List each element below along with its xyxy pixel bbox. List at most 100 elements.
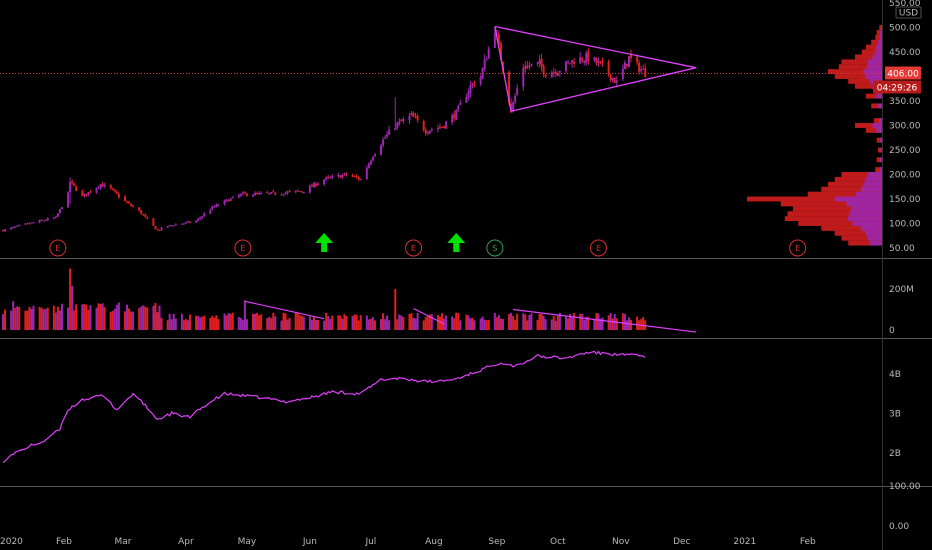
candle-body (351, 174, 354, 177)
y-axis[interactable]: 50.00 100.00 150.00 200.00 250.00 300.00 350.0… (889, 0, 922, 532)
volume-profile-bar (784, 216, 882, 222)
candle-body (32, 222, 35, 224)
volume-bar (270, 318, 273, 330)
volume-bar (542, 316, 545, 330)
earnings-marker-label: E (795, 244, 800, 253)
volume-bar (508, 313, 511, 330)
candle-body (231, 196, 234, 199)
countdown-tag (873, 80, 921, 94)
candle-body (323, 179, 326, 185)
volume-bar (367, 319, 370, 330)
triangle-upper-trendline[interactable] (494, 25, 697, 69)
candle-body (158, 230, 161, 232)
candle-body (60, 207, 63, 210)
volume-profile-bar-up (863, 69, 882, 75)
candle-body (174, 224, 177, 226)
volume-bar (581, 313, 584, 330)
candle-body (126, 201, 128, 203)
volume-trendline[interactable] (513, 308, 697, 333)
candle-body (542, 65, 545, 75)
volume-profile-bar (834, 74, 882, 79)
volume-trendline[interactable] (413, 307, 445, 325)
candle-body (241, 192, 244, 194)
candle-body (18, 225, 21, 227)
volume-bar (280, 320, 283, 330)
volume-bar (30, 308, 33, 330)
volume-bar (302, 316, 305, 330)
volume-bar (231, 312, 234, 330)
candle-body (172, 225, 175, 227)
currency-box[interactable] (895, 6, 922, 19)
earnings-marker (789, 239, 807, 257)
candle-body (453, 114, 456, 119)
currency-label[interactable]: USD (899, 9, 918, 19)
current-price-tag-text: 406.00 (887, 70, 919, 80)
volume-bar (483, 319, 486, 330)
volume-bar (481, 316, 484, 330)
x-tick-label: Jun (302, 537, 317, 547)
volume-bar (623, 313, 626, 330)
x-axis[interactable]: 2020 Feb Mar Apr May Jun Jul Aug Sep Oct Nov Dec 202… (0, 537, 816, 547)
candle-body (229, 198, 232, 201)
candle-body (530, 63, 533, 66)
volume-bar (229, 314, 232, 330)
candle-body (512, 102, 515, 112)
volume-bar (123, 311, 126, 330)
volume-profile-bar-up (867, 235, 882, 241)
candle-body (189, 221, 191, 223)
volume-profile-bar-up (880, 157, 882, 163)
volume-bar (593, 318, 596, 330)
volume-bar (97, 303, 100, 330)
volume-bar (156, 312, 159, 330)
volume-bar (329, 318, 332, 330)
volume-bar (117, 302, 120, 330)
candle-body (95, 187, 98, 193)
triangle-pattern[interactable] (494, 25, 697, 112)
volume-bar (471, 317, 474, 330)
volume-profile-bar (865, 44, 882, 50)
candle-body (46, 218, 49, 221)
candle-body (83, 193, 86, 197)
triangle-left-edge[interactable] (494, 26, 512, 112)
volume-trendlines[interactable] (244, 300, 697, 333)
volume-bar (227, 313, 230, 330)
volume-bar (260, 314, 263, 330)
candle-body (156, 228, 159, 231)
candle-body (111, 188, 114, 190)
volume-bar (103, 307, 106, 330)
volume-bar (215, 315, 218, 330)
volume-bar (569, 313, 572, 330)
candle-body (497, 33, 500, 45)
candle-body (386, 134, 389, 137)
candle-body (359, 179, 362, 181)
candle-body (201, 216, 204, 219)
candle-body (52, 217, 55, 219)
volume-profile-bar (855, 83, 882, 89)
volume-profile-bar-up (865, 176, 882, 182)
volume-bar (550, 319, 553, 330)
x-tick-label: Feb (56, 537, 72, 547)
candle-body (197, 218, 200, 221)
volume-bar (132, 311, 135, 330)
volume-profile-bar (865, 93, 882, 99)
candle-body (371, 157, 374, 161)
candle-body (382, 139, 385, 146)
x-tick-label: Jul (364, 537, 376, 547)
volume-profile-bar-up (880, 137, 882, 143)
candle-body (579, 57, 582, 64)
earnings-marker-label: E (55, 244, 60, 253)
candle-body (516, 88, 519, 95)
volume-bar (636, 316, 639, 330)
candle-body (613, 77, 616, 83)
candle-body (109, 184, 112, 189)
volume-bar (298, 315, 301, 330)
volume-bar (426, 316, 429, 330)
candle-body (87, 191, 90, 195)
volume-bar (530, 313, 533, 330)
volume-profile-bar-up (848, 211, 882, 217)
volume-bar (621, 313, 624, 330)
triangle-lower-trendline[interactable] (510, 67, 697, 112)
price-tags: 406.00 04:29:26 (873, 66, 921, 94)
volume-trendline[interactable] (244, 300, 325, 320)
